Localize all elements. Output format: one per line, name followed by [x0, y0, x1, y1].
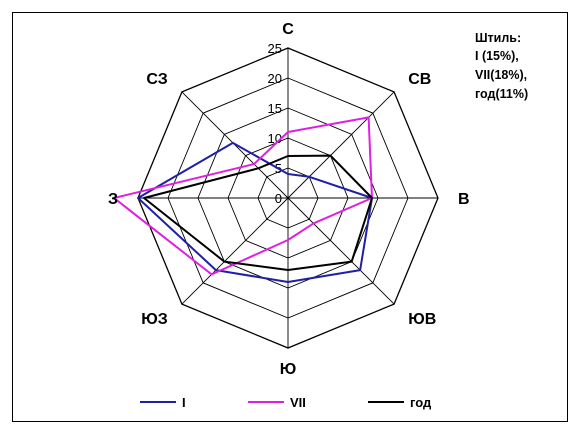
- series-line-3: [143, 154, 373, 271]
- spoke-6: [181, 197, 289, 305]
- legend-label-1: I: [182, 395, 186, 410]
- chart-frame: [12, 12, 568, 422]
- direction-label-2: СВ: [408, 71, 431, 88]
- spoke-4: [287, 197, 395, 305]
- direction-label-7: З: [108, 191, 118, 208]
- tick-label-20: 20: [268, 71, 282, 86]
- data-series: [113, 116, 373, 283]
- spoke-2: [287, 91, 395, 199]
- direction-label-8: СЗ: [146, 71, 167, 88]
- radar-spokes: [138, 48, 438, 348]
- direction-label-1: С: [282, 21, 294, 38]
- legend: I VII год: [140, 395, 432, 410]
- calm-note-line-3: VII(18%),: [475, 68, 527, 82]
- series-line-1: [137, 141, 373, 283]
- tick-label-0: 0: [275, 191, 282, 206]
- direction-label-5: Ю: [280, 361, 297, 378]
- calm-note-line-4: год(11%): [475, 87, 528, 101]
- calm-note-line-1: Штиль:: [475, 31, 521, 45]
- legend-label-3: год: [410, 395, 432, 410]
- direction-label-3: В: [458, 191, 470, 208]
- tick-label-15: 15: [268, 101, 282, 116]
- tick-label-25: 25: [268, 41, 282, 56]
- direction-labels: С СВ В ЮВ Ю ЮЗ З СЗ: [108, 21, 470, 378]
- legend-label-2: VII: [290, 395, 306, 410]
- direction-label-4: ЮВ: [408, 311, 436, 328]
- calm-note-line-2: I (15%),: [475, 49, 519, 63]
- series-line-2: [113, 116, 373, 276]
- direction-label-6: ЮЗ: [141, 311, 168, 328]
